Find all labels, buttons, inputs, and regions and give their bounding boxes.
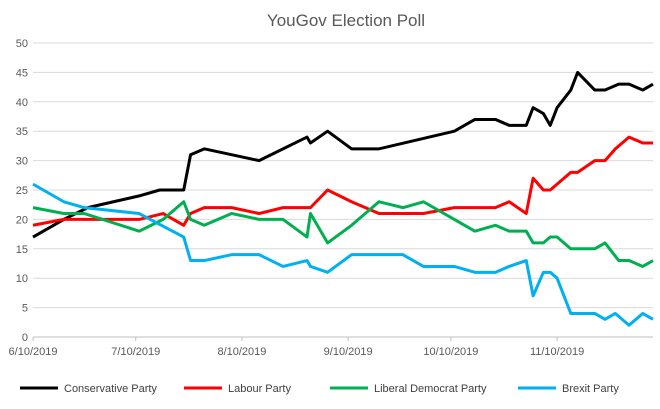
y-tick-label: 20 [16, 214, 28, 226]
legend-label: Liberal Democrat Party [374, 383, 487, 395]
legend-label: Conservative Party [64, 383, 157, 395]
x-tick-label: 10/10/2019 [423, 346, 478, 358]
y-tick-label: 10 [16, 273, 28, 285]
chart-title: YouGov Election Poll [267, 11, 425, 30]
x-tick-label: 11/10/2019 [530, 346, 584, 358]
x-tick-label: 9/10/2019 [324, 346, 373, 358]
legend-label: Labour Party [228, 383, 291, 395]
y-tick-label: 45 [16, 67, 28, 79]
y-tick-label: 35 [16, 126, 28, 138]
legend-label: Brexit Party [562, 383, 619, 395]
x-tick-label: 8/10/2019 [217, 346, 266, 358]
y-tick-label: 40 [16, 97, 28, 109]
x-tick-label: 6/10/2019 [9, 346, 58, 358]
y-tick-label: 15 [16, 244, 28, 256]
series-line-brexit-party [32, 182, 654, 327]
y-tick-label: 30 [16, 156, 28, 168]
series-line-liberal-democrat-party [32, 200, 654, 268]
y-tick-label: 25 [16, 185, 28, 197]
y-tick-label: 5 [22, 303, 28, 315]
y-tick-label: 0 [22, 332, 28, 344]
x-tick-label: 7/10/2019 [111, 346, 160, 358]
y-tick-label: 50 [16, 38, 28, 50]
